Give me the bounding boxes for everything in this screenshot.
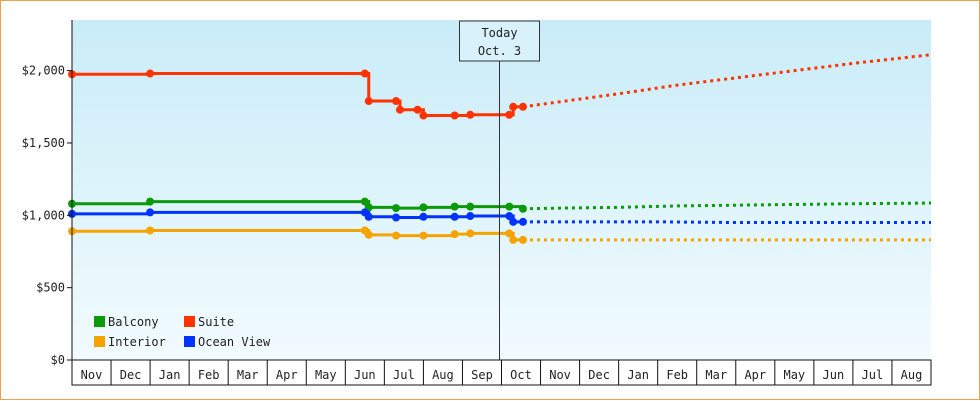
today-label: Today — [481, 26, 517, 40]
data-point-interior — [466, 229, 475, 238]
data-point-interior — [505, 229, 514, 238]
x-tick-label: Apr — [744, 368, 766, 382]
x-tick-label: May — [315, 368, 337, 382]
series-forecast-balcony — [522, 201, 932, 211]
legend-swatch — [94, 336, 105, 347]
data-point-ocean-view — [450, 212, 459, 221]
plot-area — [72, 20, 931, 360]
series-layer — [68, 53, 932, 244]
data-point-interior — [146, 226, 155, 235]
data-point-suite — [419, 111, 428, 120]
data-point-balcony — [419, 203, 428, 212]
series-line-balcony — [72, 200, 525, 210]
data-point-balcony — [466, 202, 475, 211]
y-tick-label: $1,000 — [22, 208, 65, 222]
legend-swatch — [184, 316, 195, 327]
x-tick-label: Jun — [354, 368, 376, 382]
axes-layer: $0 $500 $1,000 $1,500 $2,000 Nov Dec Jan Feb Mar A… — [22, 20, 932, 386]
data-point-interior — [419, 231, 428, 240]
data-point-interior — [364, 230, 373, 239]
x-tick-label: Nov — [81, 368, 103, 382]
data-point-balcony — [505, 202, 514, 211]
data-point-suite — [395, 105, 404, 114]
data-point-suite — [450, 111, 459, 120]
legend-label: Suite — [198, 315, 234, 329]
data-point-suite — [364, 97, 373, 106]
data-point-ocean-view — [392, 213, 401, 222]
data-point-ocean-view — [419, 212, 428, 221]
data-point-balcony — [360, 197, 369, 206]
y-tick-label: $500 — [36, 281, 65, 295]
data-point-ocean-view — [509, 217, 518, 226]
x-tick-label: Feb — [198, 368, 220, 382]
x-tick-label: Aug — [432, 368, 454, 382]
data-point-balcony — [518, 204, 527, 213]
data-point-interior — [392, 231, 401, 240]
today-date: Oct. 3 — [478, 44, 521, 58]
x-tick-label: May — [783, 368, 805, 382]
x-tick-label: Feb — [666, 368, 688, 382]
data-point-suite — [392, 97, 401, 106]
x-tick-label: Jun — [823, 368, 845, 382]
data-point-ocean-view — [466, 212, 475, 221]
data-point-balcony — [392, 204, 401, 213]
x-tick-label: Mar — [705, 368, 727, 382]
data-point-suite — [509, 102, 518, 111]
y-tick-label: $0 — [51, 353, 65, 367]
x-tick-label: Aug — [901, 368, 923, 382]
data-point-suite — [146, 69, 155, 78]
y-tick-label: $2,000 — [22, 64, 65, 78]
x-tick-label: Apr — [276, 368, 298, 382]
x-tick-label: Jul — [862, 368, 884, 382]
data-point-suite — [360, 69, 369, 78]
data-point-interior — [450, 230, 459, 239]
data-point-suite — [466, 110, 475, 119]
legend-label: Ocean View — [198, 335, 271, 349]
data-point-suite — [518, 102, 527, 111]
data-point-ocean-view — [505, 212, 514, 221]
x-tick-label: Nov — [549, 368, 571, 382]
data-point-interior — [518, 235, 527, 244]
y-tick-label: $1,500 — [22, 136, 65, 150]
data-point-suite — [505, 110, 514, 119]
data-point-balcony — [146, 197, 155, 206]
data-point-suite — [413, 105, 422, 114]
legend-label: Interior — [108, 335, 166, 349]
x-tick-label: Dec — [120, 368, 142, 382]
x-tick-label: Jul — [393, 368, 415, 382]
data-point-ocean-view — [518, 217, 527, 226]
series-forecast-suite — [522, 53, 932, 109]
x-tick-label: Mar — [237, 368, 259, 382]
x-tick-label: Dec — [588, 368, 610, 382]
x-tick-label: Jan — [159, 368, 181, 382]
data-point-ocean-view — [364, 212, 373, 221]
x-tick-label: Sep — [471, 368, 493, 382]
data-point-ocean-view — [146, 208, 155, 217]
data-point-interior — [509, 235, 518, 244]
legend-swatch — [94, 316, 105, 327]
today-marker: Today Oct. 3 — [459, 20, 540, 360]
x-tick-label: Jan — [627, 368, 649, 382]
legend-swatch — [184, 336, 195, 347]
series-forecast-ocean-view — [522, 220, 931, 225]
legend-label: Balcony — [108, 315, 159, 329]
today-box — [459, 20, 540, 62]
data-point-balcony — [450, 202, 459, 211]
legend: Balcony Suite Interior Ocean View — [94, 315, 271, 349]
x-tick-label: Oct — [510, 368, 532, 382]
